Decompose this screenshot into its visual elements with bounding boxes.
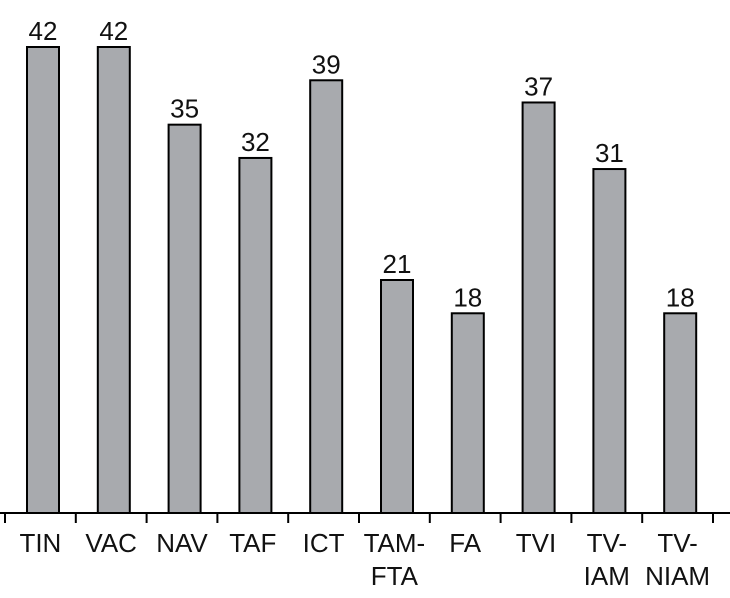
bar (521, 101, 556, 514)
x-tick-label: TV- (587, 528, 627, 558)
data-label: 35 (170, 94, 199, 124)
bar (238, 156, 273, 514)
x-tick-label: ICT (303, 528, 345, 558)
bar (380, 279, 414, 514)
data-label: 21 (383, 249, 412, 279)
data-label: 37 (524, 71, 553, 101)
x-tick-label: TAF (229, 528, 276, 558)
bar (309, 79, 344, 515)
x-tick-label: IAM (584, 561, 630, 591)
bars-layer (26, 46, 698, 515)
x-tick-label: NIAM (645, 561, 710, 591)
x-tick-label: TV- (657, 528, 697, 558)
labels-layer: 42 TIN 42 VAC 35 NAV 32 TAF 39 ICT 21 TAM-FTA 18 FA 37… (19, 16, 710, 591)
data-label: 18 (666, 282, 695, 312)
data-label: 18 (453, 282, 482, 312)
bar (26, 46, 60, 514)
x-tick-label: TVI (516, 528, 556, 558)
bar (663, 312, 698, 514)
x-tick-label: TIN (19, 528, 61, 558)
x-axis (0, 512, 730, 523)
x-tick-label: FTA (371, 561, 419, 591)
data-label: 31 (595, 138, 624, 168)
x-tick-label: VAC (85, 528, 137, 558)
x-tick-label: NAV (156, 528, 208, 558)
x-tick-label: FA (449, 528, 481, 558)
x-tick-label: TAM- (364, 528, 426, 558)
data-label: 42 (29, 16, 58, 46)
bar (592, 168, 627, 515)
bar (167, 123, 202, 515)
data-label: 39 (312, 49, 341, 79)
bar (450, 312, 485, 514)
data-label: 32 (241, 127, 270, 157)
bar (96, 46, 131, 514)
data-label: 42 (99, 16, 128, 46)
